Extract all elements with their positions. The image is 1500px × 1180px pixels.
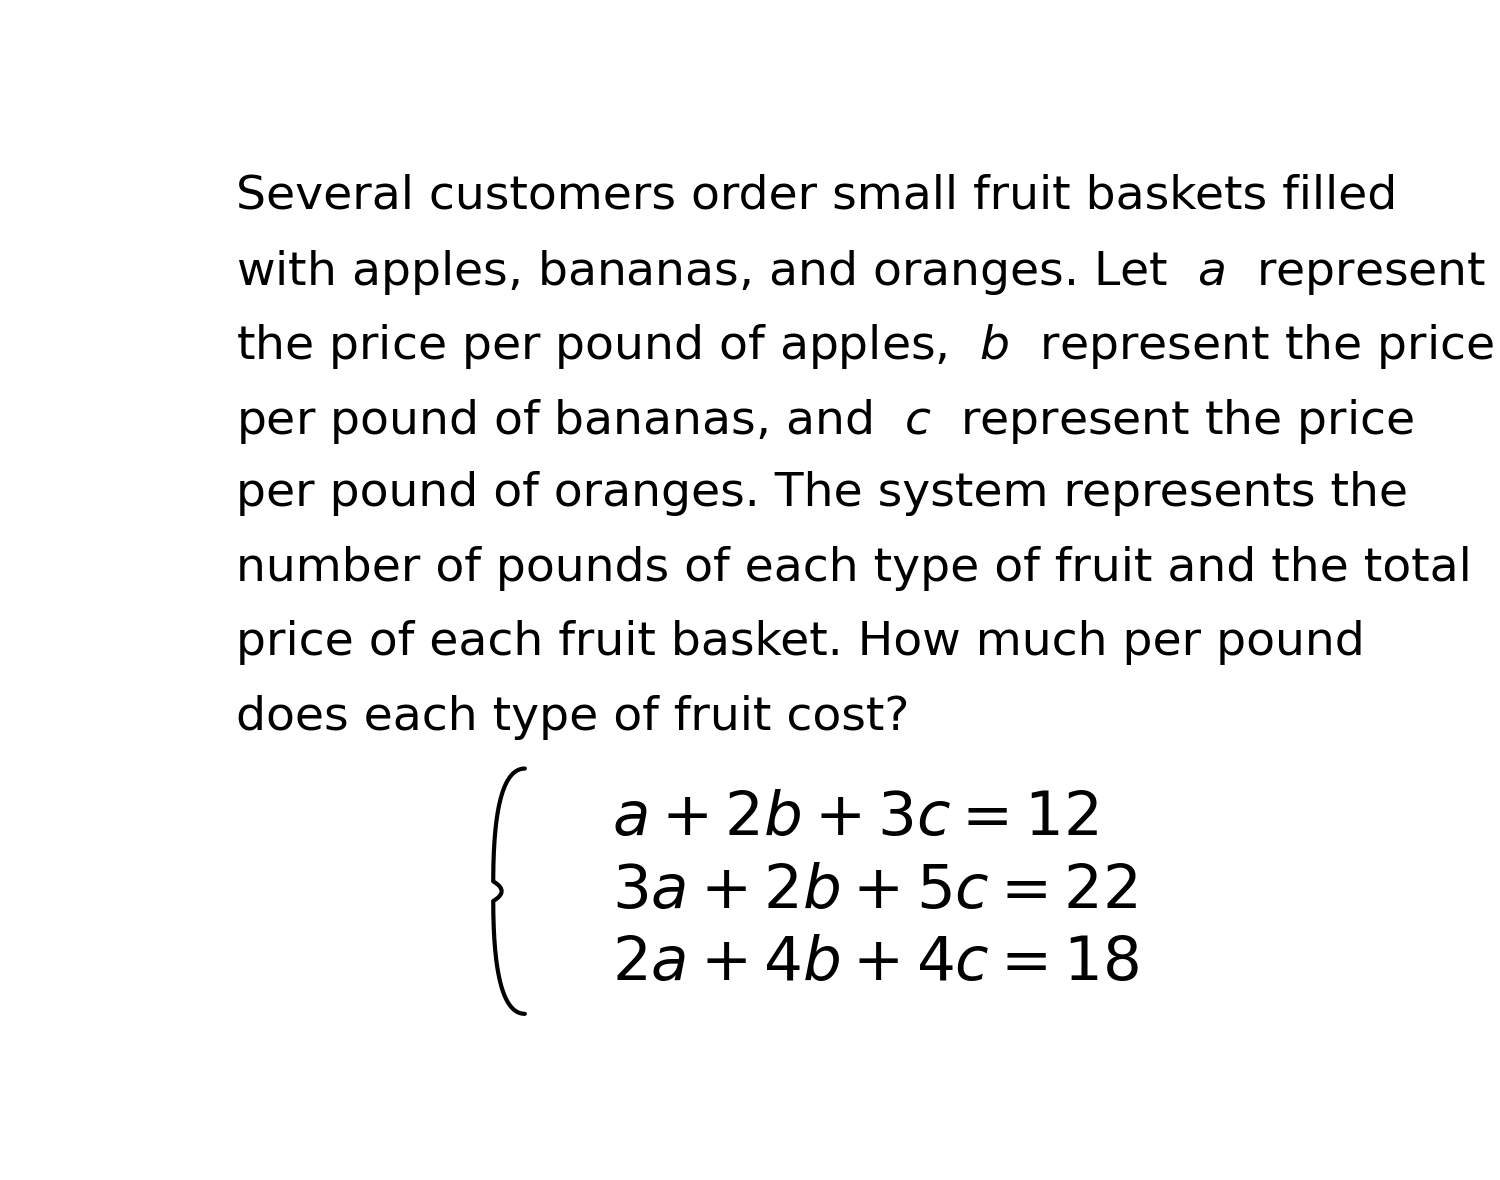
Text: price of each fruit basket. How much per pound: price of each fruit basket. How much per… — [237, 621, 1365, 666]
Text: $a + 2b + 3c = 12$: $a + 2b + 3c = 12$ — [612, 789, 1098, 848]
Text: per pound of bananas, and  $c$  represent the price: per pound of bananas, and $c$ represent … — [237, 396, 1414, 446]
Text: Several customers order small fruit baskets filled: Several customers order small fruit bask… — [237, 173, 1398, 218]
Text: the price per pound of apples,  $b$  represent the price: the price per pound of apples, $b$ repre… — [237, 322, 1494, 372]
Text: does each type of fruit cost?: does each type of fruit cost? — [237, 695, 909, 740]
Text: with apples, bananas, and oranges. Let  $a$  represent: with apples, bananas, and oranges. Let $… — [237, 248, 1486, 297]
Text: $2a + 4b + 4c = 18$: $2a + 4b + 4c = 18$ — [612, 935, 1138, 994]
Text: $3a + 2b + 5c = 22$: $3a + 2b + 5c = 22$ — [612, 861, 1137, 920]
Text: number of pounds of each type of fruit and the total: number of pounds of each type of fruit a… — [237, 546, 1472, 591]
Text: per pound of oranges. The system represents the: per pound of oranges. The system represe… — [237, 472, 1408, 517]
